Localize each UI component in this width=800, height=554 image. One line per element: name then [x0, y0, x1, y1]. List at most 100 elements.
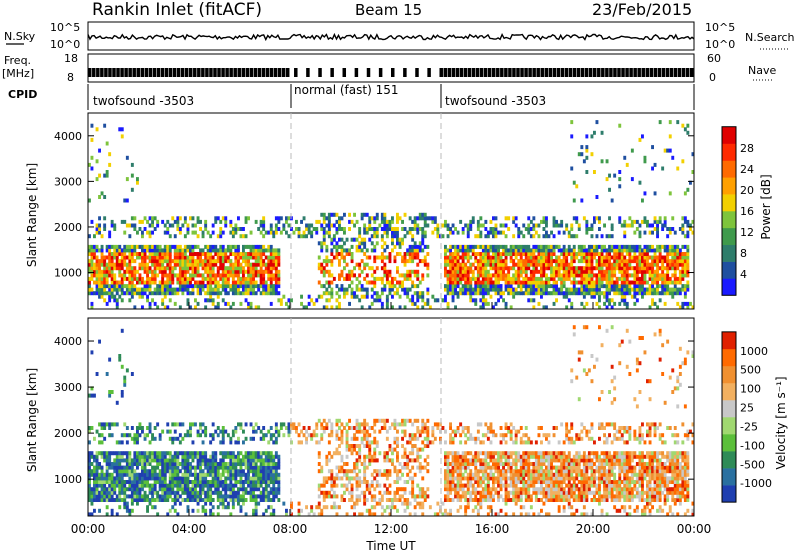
heatmap-cell: [183, 216, 187, 221]
heatmap-cell: [95, 159, 99, 164]
heatmap-cell: [148, 422, 152, 427]
heatmap-cell: [176, 262, 180, 267]
colorbar-swatch: [722, 160, 736, 178]
heatmap-cell: [285, 216, 288, 221]
heatmap-cell: [388, 469, 392, 474]
heatmap-cell: [211, 259, 215, 264]
heatmap-cell: [216, 234, 220, 239]
heatmap-cell: [98, 227, 101, 231]
heatmap-cell: [343, 469, 346, 474]
heatmap-cell: [540, 248, 543, 253]
heatmap-cell: [204, 305, 208, 310]
heatmap-cell: [593, 291, 596, 296]
heatmap-cell: [403, 480, 407, 484]
heatmap-cell: [196, 498, 200, 502]
heatmap-cell: [269, 426, 273, 430]
heatmap-cell: [254, 469, 258, 474]
heatmap-cell: [517, 227, 521, 231]
heatmap-cell: [618, 269, 622, 274]
heatmap-cell: [610, 234, 614, 239]
heatmap-cell: [335, 298, 339, 303]
heatmap-cell: [603, 291, 606, 296]
heatmap-cell: [383, 458, 387, 463]
heatmap-cell: [560, 252, 564, 256]
heatmap-cell: [656, 234, 659, 239]
heatmap-cell: [130, 483, 134, 488]
heatmap-cell: [603, 259, 606, 264]
heatmap-cell: [199, 480, 202, 484]
heatmap-cell: [393, 291, 397, 296]
heatmap-cell: [363, 454, 367, 459]
heatmap-cell: [494, 284, 498, 289]
heatmap-cell: [216, 305, 220, 310]
heatmap-cell: [497, 273, 500, 278]
heatmap-cell: [219, 255, 223, 260]
heatmap-cell: [196, 219, 200, 224]
heatmap-cell: [471, 219, 475, 224]
heatmap-cell: [350, 291, 354, 296]
heatmap-cell: [242, 487, 245, 492]
heatmap-cell: [663, 287, 667, 292]
heatmap-cell: [345, 252, 349, 256]
heatmap-cell: [370, 266, 374, 271]
heatmap-cell: [262, 469, 266, 474]
heatmap-cell: [396, 480, 399, 484]
heatmap-cell: [396, 487, 399, 492]
heatmap-cell: [570, 280, 574, 285]
heatmap-cell: [204, 255, 208, 260]
heatmap-cell: [391, 230, 394, 235]
heatmap-cell: [305, 505, 308, 510]
heatmap-cell: [252, 494, 255, 499]
heatmap-cell: [327, 490, 331, 495]
heatmap-cell: [206, 465, 210, 470]
heatmap-cell: [522, 234, 526, 239]
heatmap-cell: [512, 273, 516, 278]
heatmap-cell: [661, 287, 665, 292]
heatmap-cell: [130, 490, 134, 495]
heatmap-cell: [686, 255, 690, 260]
heatmap-cell: [151, 490, 154, 495]
heatmap-cell: [335, 433, 339, 438]
heatmap-cell: [489, 276, 493, 281]
heatmap-cell: [189, 494, 192, 499]
heatmap-cell: [585, 134, 589, 139]
heatmap-cell: [537, 291, 541, 296]
heatmap-cell: [466, 252, 470, 256]
heatmap-cell: [199, 458, 202, 463]
heatmap-cell: [123, 382, 127, 387]
heatmap-cell: [330, 472, 334, 477]
heatmap-cell: [668, 259, 672, 264]
heatmap-cell: [259, 284, 263, 289]
heatmap-cell: [421, 291, 425, 296]
heatmap-cell: [393, 244, 397, 249]
heatmap-cell: [100, 244, 104, 249]
heatmap-cell: [507, 291, 511, 296]
heatmap-cell: [90, 262, 94, 267]
heatmap-cell: [274, 469, 278, 474]
heatmap-cell: [90, 276, 94, 281]
heatmap-cell: [593, 255, 596, 260]
heatmap-cell: [676, 266, 680, 271]
heatmap-cell: [416, 262, 420, 267]
heatmap-cell: [173, 429, 177, 434]
heatmap-cell: [176, 252, 180, 256]
heatmap-cell: [254, 451, 258, 456]
heatmap-cell: [196, 287, 200, 292]
heatmap-cell: [378, 429, 382, 434]
heatmap-cell: [125, 426, 129, 430]
heatmap-cell: [552, 223, 556, 228]
heatmap-cell: [608, 248, 611, 253]
heatmap-cell: [95, 255, 99, 260]
heatmap-cell: [625, 162, 629, 167]
heatmap-cell: [514, 223, 518, 228]
heatmap-cell: [396, 469, 399, 474]
heatmap-cell: [120, 259, 124, 264]
heatmap-cell: [249, 291, 253, 296]
heatmap-cell: [608, 301, 611, 306]
heatmap-cell: [128, 483, 132, 488]
heatmap-cell: [375, 276, 379, 281]
heatmap-cell: [166, 287, 170, 292]
heatmap-cell: [385, 223, 389, 228]
heatmap-cell: [355, 429, 359, 434]
heatmap-cell: [234, 429, 238, 434]
